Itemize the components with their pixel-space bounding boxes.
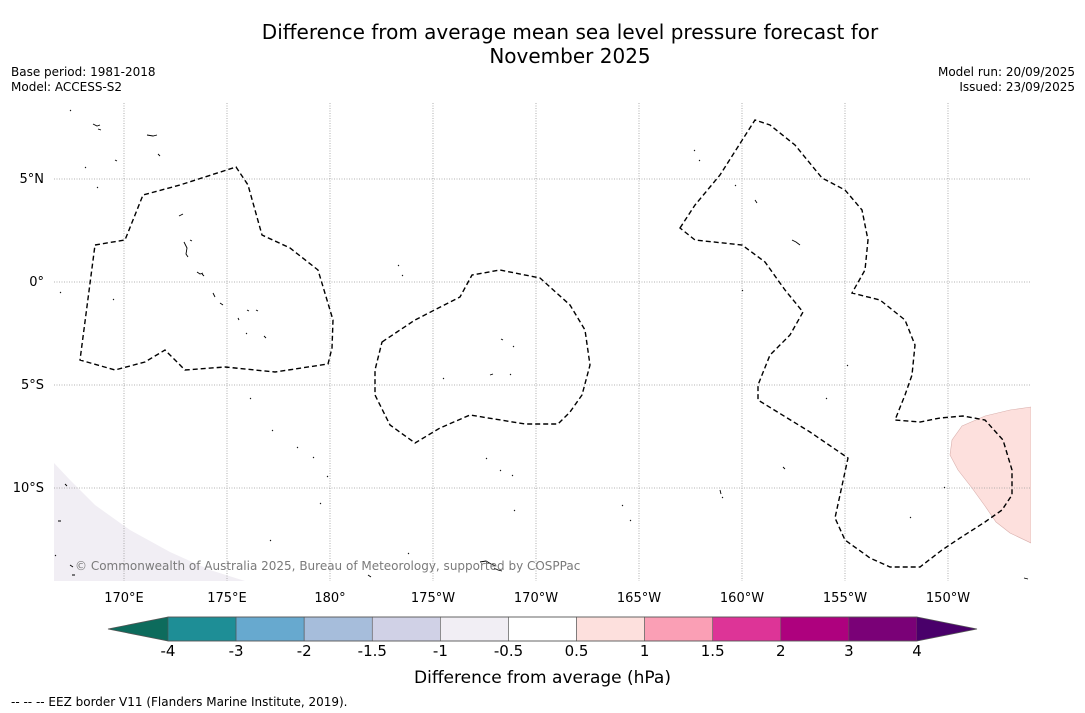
colorbar-tick-label: 1.5 — [700, 642, 725, 660]
map-title-line2: November 2025 — [489, 44, 651, 68]
lon-label: 155°W — [823, 591, 867, 606]
lat-label: 5°N — [20, 172, 45, 187]
colorbar-cell — [848, 616, 918, 642]
lon-label: 175°W — [411, 591, 455, 606]
eez-footnote: -- -- -- EEZ border V11 (Flanders Marine… — [11, 695, 348, 709]
positive-anomaly-area — [949, 406, 1031, 544]
lon-label: 175°E — [207, 591, 247, 606]
colorbar-cell — [235, 616, 305, 642]
colorbar-tick-label: -1 — [432, 642, 448, 660]
model-run: Model run: 20/09/2025 — [937, 65, 1075, 79]
model-name: Model: ACCESS-S2 — [11, 79, 123, 94]
colorbar-tick-label: 4 — [912, 642, 922, 660]
base-period: Base period: 1981-2018 — [11, 65, 156, 79]
map-title-line1: Difference from average mean sea level p… — [261, 20, 879, 44]
colorbar-cell — [780, 616, 850, 642]
issued-date: Issued: 23/09/2025 — [959, 79, 1075, 94]
colorbar-tick-label: 1 — [639, 642, 650, 660]
gridlines — [54, 103, 1031, 581]
colorbar-title: Difference from average (hPa) — [414, 668, 671, 688]
colorbar-tick-label: -2 — [296, 642, 312, 660]
colorbar-extend-low — [108, 617, 168, 641]
colorbar-cell — [371, 616, 441, 642]
negative-anomaly-area — [54, 463, 245, 581]
colorbar — [107, 616, 978, 642]
colorbar-tick-label: -1.5 — [357, 642, 387, 660]
latitude-labels: 5°N 0° 5°S 10°S — [13, 172, 44, 496]
colorbar-tick-label: 0.5 — [564, 642, 589, 660]
lon-label: 165°W — [617, 591, 661, 606]
lat-label: 0° — [29, 275, 44, 290]
colorbar-cell — [440, 616, 509, 642]
colorbar-tick-label: 2 — [776, 642, 786, 660]
meta-left: Base period: 1981-2018 Model: ACCESS-S2 — [11, 65, 156, 94]
eez-borders — [79, 119, 1013, 568]
map-title: Difference from average mean sea level p… — [0, 20, 1085, 68]
colorbar-cell — [167, 616, 237, 642]
colorbar-cell — [644, 616, 714, 642]
lat-label: 10°S — [13, 481, 44, 496]
eez-central — [374, 269, 591, 444]
lon-label: 160°W — [720, 591, 764, 606]
colorbar-cell — [303, 616, 373, 642]
colorbar-tick-label: 3 — [844, 642, 854, 660]
colorbar-cell — [576, 616, 645, 642]
lon-label: 180° — [314, 591, 345, 606]
colorbar-extend-high — [917, 617, 977, 641]
colorbar-tick-label: -0.5 — [493, 642, 524, 660]
lon-label: 150°W — [926, 591, 970, 606]
eez-west — [79, 166, 334, 373]
copyright-notice: © Commonwealth of Australia 2025, Bureau… — [75, 559, 580, 573]
colorbar-cell — [508, 616, 577, 642]
map-plot-area: © Commonwealth of Australia 2025, Bureau… — [54, 103, 1031, 581]
colorbar-outline — [107, 616, 978, 642]
colorbar-cell — [712, 616, 782, 642]
longitude-labels: 170°E 175°E 180° 175°W 170°W 165°W 160°W… — [104, 591, 970, 606]
lon-label: 170°W — [514, 591, 558, 606]
lon-label: 170°E — [104, 591, 144, 606]
lat-label: 5°S — [21, 378, 44, 393]
meta-right: Model run: 20/09/2025 Issued: 23/09/2025 — [938, 65, 1075, 94]
islands — [54, 109, 1029, 580]
eez-east — [679, 119, 1013, 568]
colorbar-cells — [167, 616, 918, 642]
colorbar-tick-label: -4 — [160, 642, 176, 660]
colorbar-tick-label: -3 — [228, 642, 244, 660]
